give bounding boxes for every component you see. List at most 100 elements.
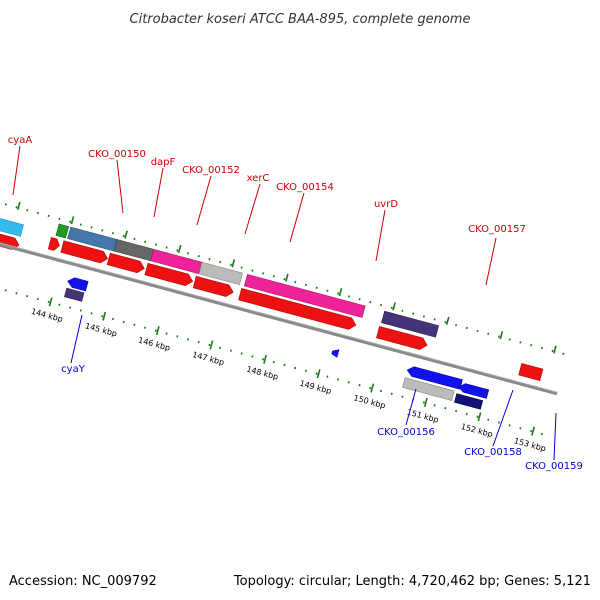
minor-tick	[262, 272, 265, 275]
major-tick	[392, 302, 396, 311]
CKO_00154-feature	[198, 261, 243, 285]
minor-tick	[4, 203, 7, 206]
minor-tick	[465, 326, 468, 330]
minor-tick	[455, 323, 458, 327]
minor-tick	[519, 341, 522, 344]
minor-tick	[422, 401, 425, 404]
label-CKO_00159: CKO_00159	[525, 461, 583, 472]
major-tick	[17, 201, 21, 210]
outer-tick-track	[4, 201, 565, 356]
minor-tick	[26, 209, 29, 212]
minor-tick	[15, 206, 18, 209]
CKO_00159-arrow	[458, 383, 490, 399]
reverse-leaders	[70, 314, 557, 461]
minor-tick	[487, 332, 490, 335]
minor-tick	[133, 323, 136, 327]
major-tick	[177, 244, 182, 254]
minor-tick	[90, 312, 93, 315]
minor-tick	[337, 292, 340, 295]
minor-tick	[229, 263, 232, 266]
minor-tick	[401, 309, 404, 312]
reverse-feature-track	[64, 277, 490, 410]
cyaY-feature	[64, 287, 85, 302]
minor-tick	[294, 366, 297, 370]
minor-tick	[122, 320, 125, 324]
cds-arrow-6	[192, 275, 234, 297]
label-cyaY: cyaY	[61, 364, 86, 375]
cds-arrow-2	[47, 237, 60, 251]
cds-arrow-7	[238, 288, 357, 330]
minor-tick	[369, 386, 372, 390]
minor-tick	[90, 226, 93, 229]
minor-tick	[315, 286, 318, 289]
minor-tick	[36, 297, 39, 301]
cyaA-feature	[0, 200, 24, 237]
minor-tick	[562, 352, 565, 356]
CKO_00150-feature	[55, 223, 70, 239]
major-tick	[423, 397, 428, 407]
CKO_00158-feature	[402, 377, 455, 401]
label-CKO_00150: CKO_00150	[88, 149, 146, 160]
forward-feature-track	[0, 200, 439, 338]
minor-tick	[219, 346, 222, 350]
minor-tick	[144, 326, 147, 329]
minor-tick	[251, 269, 254, 272]
minor-tick	[79, 309, 82, 312]
minor-tick	[540, 346, 543, 350]
major-tick	[124, 230, 128, 239]
minor-tick	[326, 289, 329, 292]
minor-tick	[58, 303, 61, 306]
cyaY-arrow	[67, 277, 89, 292]
minor-tick	[197, 340, 200, 344]
minor-tick	[240, 352, 243, 355]
minor-tick	[444, 321, 447, 324]
minor-tick	[401, 395, 404, 398]
minor-tick	[187, 252, 190, 255]
minor-tick	[283, 277, 286, 281]
forward-cds-track	[0, 215, 544, 382]
major-tick	[499, 331, 504, 340]
minor-tick	[508, 338, 511, 341]
minor-tick	[47, 300, 50, 304]
minor-tick	[326, 375, 329, 378]
tick-label-144: 144 kbp	[30, 307, 64, 324]
minor-tick	[186, 338, 190, 341]
major-tick	[209, 340, 214, 350]
tick-label-146: 146 kbp	[137, 336, 171, 353]
major-tick	[445, 316, 450, 325]
major-tick	[263, 354, 267, 364]
minor-tick	[144, 240, 147, 243]
tick-label-147: 147 kbp	[191, 350, 225, 367]
major-tick	[477, 412, 482, 422]
scale-labels: 144 kbp 145 kbp 146 kbp 147 kbp 148 kbp …	[30, 307, 547, 454]
topology-text: Topology: circular; Length: 4,720,462 bp…	[233, 574, 591, 589]
minor-tick	[69, 306, 72, 309]
minor-tick	[433, 404, 436, 407]
minor-tick	[176, 249, 179, 252]
minor-tick	[508, 424, 511, 427]
minor-tick	[4, 289, 7, 292]
CKO_00157-feature	[381, 310, 439, 338]
tick-label-151: 151 kbp	[406, 408, 440, 425]
minor-tick	[262, 358, 265, 361]
minor-tick	[197, 255, 200, 258]
minor-tick	[154, 243, 157, 246]
tick-label-145: 145 kbp	[84, 321, 118, 338]
minor-tick	[433, 318, 436, 321]
label-dapF: dapF	[151, 157, 176, 168]
minor-tick	[272, 361, 275, 364]
minor-tick	[540, 432, 543, 436]
major-tick	[70, 216, 75, 225]
minor-tick	[380, 303, 383, 307]
minor-tick	[304, 369, 307, 372]
cds-arrow-5	[144, 262, 194, 286]
minor-tick	[412, 312, 415, 315]
minor-tick	[111, 317, 114, 321]
forward-labels: cyaA CKO_00150 dapF CKO_00152 xerC CKO_0…	[8, 135, 526, 235]
tick-label-148: 148 kbp	[245, 365, 279, 382]
major-tick	[531, 426, 536, 436]
minor-tick	[69, 220, 72, 223]
cds-arrow-8	[376, 326, 428, 350]
reverse-labels: cyaY CKO_00156 CKO_00158 CKO_00159	[61, 364, 583, 472]
minor-tick	[122, 234, 125, 238]
